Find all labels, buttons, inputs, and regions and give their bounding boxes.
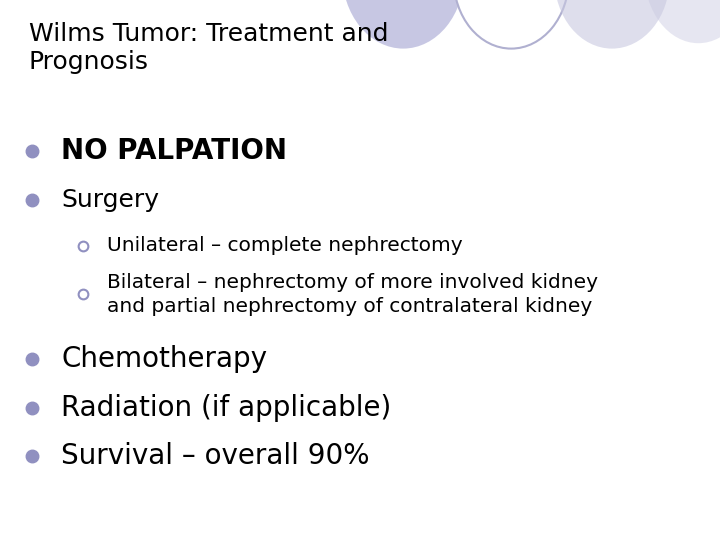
Text: NO PALPATION: NO PALPATION [61, 137, 287, 165]
Ellipse shape [644, 0, 720, 43]
Text: Bilateral – nephrectomy of more involved kidney
and partial nephrectomy of contr: Bilateral – nephrectomy of more involved… [107, 273, 598, 315]
Ellipse shape [454, 0, 569, 49]
Text: Wilms Tumor: Treatment and
Prognosis: Wilms Tumor: Treatment and Prognosis [29, 22, 388, 75]
Text: Radiation (if applicable): Radiation (if applicable) [61, 394, 392, 422]
Ellipse shape [554, 0, 670, 49]
Text: Surgery: Surgery [61, 188, 159, 212]
Text: Chemotherapy: Chemotherapy [61, 345, 267, 373]
Text: Survival – overall 90%: Survival – overall 90% [61, 442, 369, 470]
Text: Unilateral – complete nephrectomy: Unilateral – complete nephrectomy [107, 236, 462, 255]
Ellipse shape [342, 0, 464, 49]
